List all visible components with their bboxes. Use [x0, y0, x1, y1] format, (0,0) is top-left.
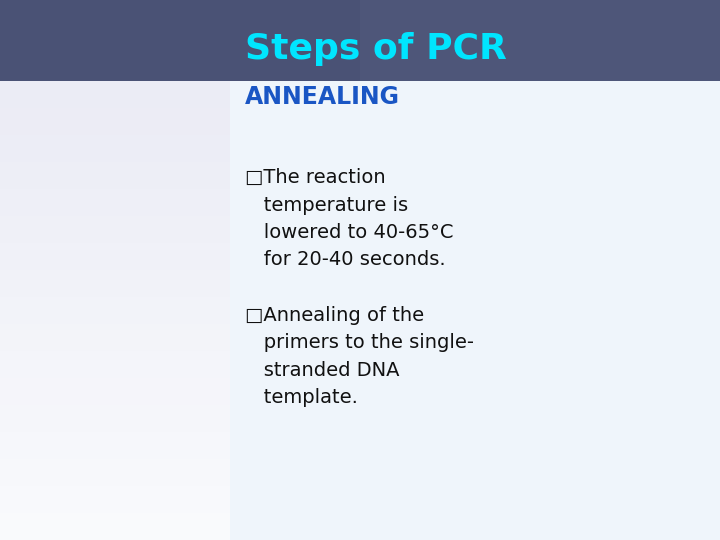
Bar: [0, 0, 230, 270]
Bar: [0, 0, 230, 54]
Bar: [0, 0, 230, 216]
Bar: [0, 0, 230, 108]
Bar: [0, 0, 230, 459]
Bar: [0, 0, 230, 189]
Text: ANNEALING: ANNEALING: [245, 85, 400, 109]
Bar: [0, 0, 720, 81]
Text: Steps of PCR: Steps of PCR: [245, 32, 507, 65]
Bar: [0, 0, 230, 432]
Bar: [0, 0, 230, 324]
Bar: [0, 81, 230, 540]
Bar: [0, 0, 230, 405]
Bar: [0, 0, 230, 135]
Bar: [0, 0, 230, 162]
Bar: [0, 70, 230, 540]
Bar: [0, 0, 230, 243]
Bar: [0, 16, 230, 486]
Bar: [0, 0, 230, 297]
Bar: [0, 0, 230, 81]
Bar: [0, 0, 230, 378]
Bar: [360, 0, 720, 81]
Text: □The reaction
   temperature is
   lowered to 40-65°C
   for 20-40 seconds.: □The reaction temperature is lowered to …: [245, 168, 454, 269]
Text: □Annealing of the
   primers to the single-
   stranded DNA
   template.: □Annealing of the primers to the single-…: [245, 306, 474, 407]
Bar: [230, 81, 720, 540]
Bar: [0, 43, 230, 513]
Bar: [0, 0, 230, 351]
Bar: [0, 0, 230, 27]
